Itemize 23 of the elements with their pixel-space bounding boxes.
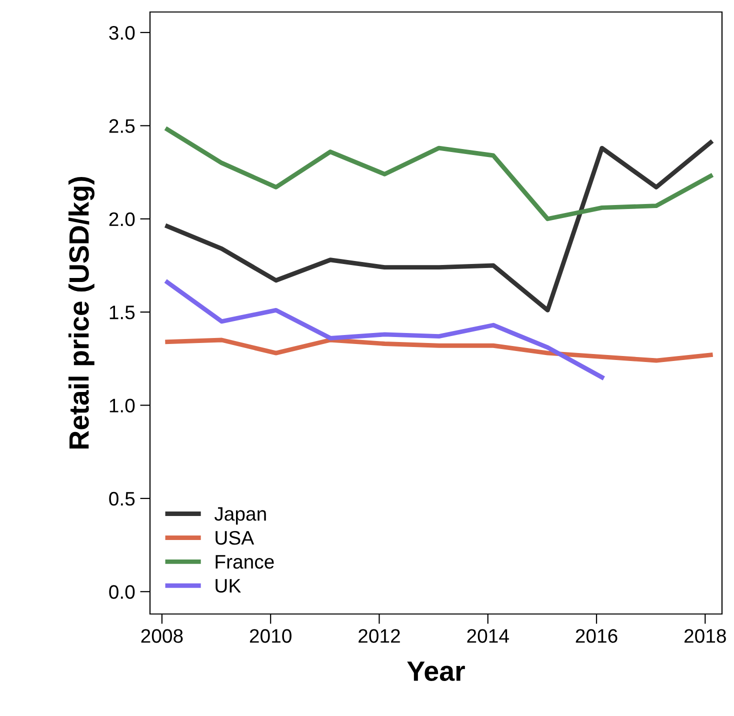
line-series: [165, 280, 604, 380]
x-tick-label: 2014: [467, 629, 509, 643]
y-axis-title: Retail price (USD/kg): [68, 177, 94, 449]
x-tick-label: 2008: [141, 629, 183, 643]
x-tick-label: 2016: [576, 629, 618, 643]
line-series: [165, 140, 713, 312]
y-tick-label: 2.5: [109, 119, 135, 133]
y-tick-label: 1.5: [110, 306, 135, 320]
y-tick-label: 1.0: [110, 398, 135, 412]
legend-label: France: [216, 555, 274, 569]
x-tick-label: 2018: [684, 629, 726, 643]
y-tick-label: 3.0: [109, 26, 135, 40]
line-series: [165, 338, 713, 363]
line-series: [165, 127, 713, 222]
y-tick-label: 0.0: [109, 585, 135, 599]
y-tick-label: 0.5: [109, 492, 135, 506]
y-tick-label: 2.0: [109, 212, 135, 226]
x-tick-label: 2012: [358, 629, 400, 643]
x-tick-label: 2010: [250, 629, 292, 643]
x-axis-title: Year: [407, 662, 465, 681]
legend-label: Japan: [214, 507, 266, 525]
legend-label: USA: [216, 530, 254, 545]
legend-label: UK: [216, 579, 241, 593]
